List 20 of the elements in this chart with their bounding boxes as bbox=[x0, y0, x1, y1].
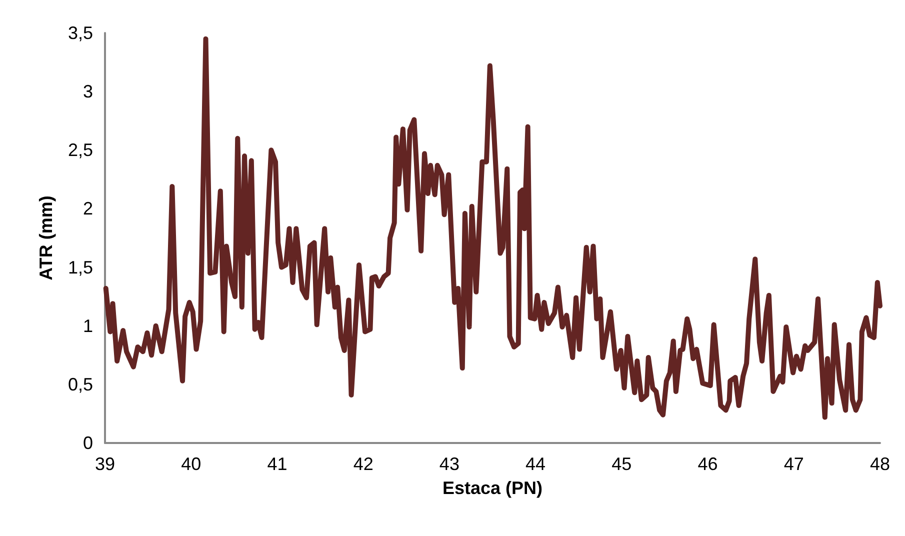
x-tick-label: 42 bbox=[353, 454, 374, 474]
y-tick-label: 0,5 bbox=[68, 374, 93, 394]
y-tick-label: 2 bbox=[82, 198, 93, 219]
x-tick-label: 39 bbox=[94, 454, 116, 474]
y-tick-label: 3 bbox=[82, 82, 93, 102]
x-tick-label: 47 bbox=[784, 454, 804, 474]
x-tick-label: 44 bbox=[526, 454, 546, 474]
x-tick-label: 41 bbox=[267, 454, 288, 474]
x-tick-label: 45 bbox=[612, 454, 632, 474]
y-tick-label: 1 bbox=[82, 316, 93, 336]
y-tick-label: 3,5 bbox=[68, 23, 93, 43]
x-tick-label: 43 bbox=[439, 454, 460, 474]
y-tick-label: 1,5 bbox=[68, 257, 93, 278]
x-tick-label: 48 bbox=[870, 454, 890, 474]
x-tick-label: 40 bbox=[181, 454, 202, 474]
x-axis-title: Estaca (PN) bbox=[442, 478, 543, 498]
y-axis-title: ATR (mm) bbox=[36, 196, 56, 280]
y-tick-label: 0 bbox=[82, 433, 93, 453]
x-tick-label: 46 bbox=[698, 454, 718, 474]
y-tick-label: 2,5 bbox=[68, 140, 93, 160]
